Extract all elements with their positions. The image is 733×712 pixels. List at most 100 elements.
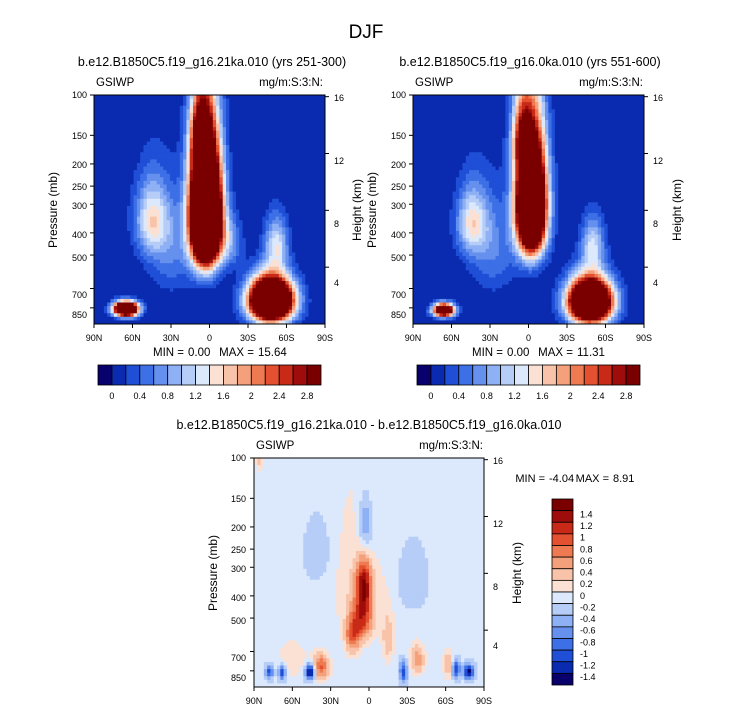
heatmap-cell bbox=[140, 213, 145, 218]
heatmap-cell bbox=[229, 120, 234, 125]
heatmap-cell bbox=[268, 162, 273, 168]
heatmap-cell bbox=[245, 281, 250, 286]
heatmap-cell bbox=[136, 259, 141, 264]
heatmap-cell bbox=[169, 152, 174, 157]
y-tick-label: 100 bbox=[72, 90, 87, 100]
heatmap-cell bbox=[222, 298, 227, 304]
heatmap-cell bbox=[202, 137, 207, 143]
heatmap-cell bbox=[564, 112, 569, 118]
heatmap-cell bbox=[176, 295, 181, 300]
heatmap-cell bbox=[166, 270, 171, 275]
heatmap-cell bbox=[156, 116, 161, 121]
heatmap-cell bbox=[103, 273, 108, 279]
heatmap-cell bbox=[249, 112, 253, 118]
heatmap-cell bbox=[288, 298, 293, 304]
heatmap-cell bbox=[226, 127, 230, 132]
heatmap-cell bbox=[136, 277, 141, 282]
heatmap-cell bbox=[160, 191, 164, 196]
heatmap-cell bbox=[206, 184, 211, 189]
heatmap-cell bbox=[502, 98, 506, 103]
heatmap-cell bbox=[301, 148, 306, 153]
heatmap-cell bbox=[209, 298, 214, 304]
heatmap-cell bbox=[252, 284, 257, 289]
heatmap-cell bbox=[541, 109, 546, 114]
heatmap-cell bbox=[311, 127, 316, 132]
heatmap-cell bbox=[282, 245, 286, 250]
heatmap-cell bbox=[295, 234, 300, 239]
heatmap-cell bbox=[242, 234, 247, 239]
heatmap-cell bbox=[232, 109, 237, 114]
heatmap-cell bbox=[127, 148, 131, 153]
heatmap-cell bbox=[321, 198, 325, 203]
heatmap-cell bbox=[292, 116, 296, 121]
heatmap-cell bbox=[275, 145, 280, 150]
heatmap-cell bbox=[196, 170, 201, 175]
heatmap-cell bbox=[239, 173, 244, 178]
heatmap-cell bbox=[416, 102, 421, 107]
heatmap-cell bbox=[282, 230, 286, 236]
heatmap-cell bbox=[492, 105, 497, 110]
heatmap-cell bbox=[123, 137, 128, 143]
heatmap-cell bbox=[292, 306, 296, 311]
heatmap-cell bbox=[130, 116, 135, 121]
heatmap-cell bbox=[130, 105, 135, 110]
heatmap-cell bbox=[452, 112, 457, 118]
heatmap-cell bbox=[272, 270, 277, 275]
heatmap-cell bbox=[436, 102, 440, 107]
heatmap-cell bbox=[301, 112, 306, 118]
heatmap-cell bbox=[295, 184, 300, 189]
heatmap-cell bbox=[558, 109, 563, 114]
heatmap-cell bbox=[219, 202, 224, 207]
heatmap-cell bbox=[249, 248, 253, 254]
heatmap-cell bbox=[308, 191, 313, 196]
heatmap-cell bbox=[416, 95, 421, 100]
heatmap-cell bbox=[268, 95, 273, 100]
heatmap-cell bbox=[282, 227, 286, 232]
heatmap-cell bbox=[318, 234, 323, 239]
heatmap-cell bbox=[94, 98, 98, 103]
heatmap-cell bbox=[206, 173, 211, 178]
heatmap-cell bbox=[107, 120, 112, 125]
heatmap-cell bbox=[252, 234, 257, 239]
heatmap-cell bbox=[150, 184, 154, 189]
x-tick-label: 30N bbox=[163, 333, 180, 343]
heatmap-cell bbox=[94, 105, 98, 110]
heatmap-cell bbox=[282, 137, 286, 143]
heatmap-cell bbox=[183, 270, 187, 275]
heatmap-cell bbox=[133, 223, 138, 228]
colorbar-box bbox=[167, 364, 183, 386]
heatmap-cell bbox=[97, 177, 102, 182]
heatmap-cell bbox=[308, 277, 313, 282]
heatmap-cell bbox=[196, 306, 201, 311]
heatmap-cell bbox=[123, 191, 128, 196]
heatmap-cell bbox=[136, 188, 141, 193]
heatmap-cell bbox=[189, 162, 194, 168]
heatmap-cell bbox=[275, 284, 280, 289]
heatmap-cell bbox=[439, 112, 444, 118]
heatmap-cell bbox=[160, 238, 164, 243]
heatmap-cell bbox=[186, 256, 191, 261]
heatmap-cell bbox=[120, 137, 125, 143]
heatmap-cell bbox=[186, 223, 191, 228]
heatmap-cell bbox=[143, 291, 148, 296]
heatmap-cell bbox=[245, 120, 250, 125]
heatmap-cell bbox=[136, 316, 141, 322]
heatmap-cell bbox=[262, 152, 267, 157]
heatmap-cell bbox=[206, 252, 211, 257]
heatmap-cell bbox=[311, 184, 316, 189]
heatmap-cell bbox=[640, 95, 644, 100]
heatmap-cell bbox=[216, 141, 220, 146]
heatmap-cell bbox=[278, 263, 283, 268]
heatmap-cell bbox=[169, 263, 174, 268]
heatmap-cell bbox=[216, 123, 220, 128]
heatmap-cell bbox=[226, 202, 230, 207]
heatmap-cell bbox=[140, 270, 145, 275]
heatmap-cell bbox=[640, 112, 644, 118]
heatmap-cell bbox=[318, 270, 323, 275]
heatmap-cell bbox=[206, 309, 211, 314]
heatmap-cell bbox=[146, 105, 151, 110]
heatmap-cell bbox=[278, 252, 283, 257]
heatmap-cell bbox=[130, 112, 135, 118]
heatmap-cell bbox=[308, 137, 313, 143]
y-tick-label: 300 bbox=[72, 201, 87, 211]
